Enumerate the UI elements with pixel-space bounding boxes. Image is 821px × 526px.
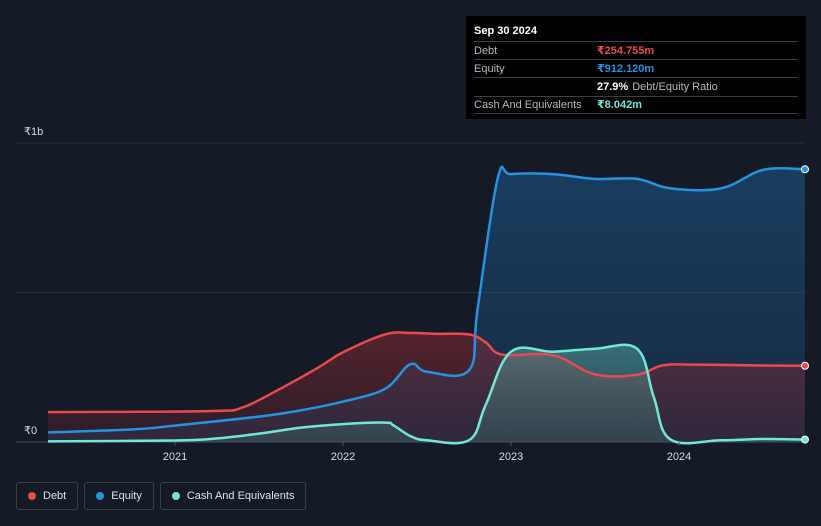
data-tooltip: Sep 30 2024 Debt ₹254.755m Equity ₹912.1… xyxy=(466,16,806,119)
end-marker-cash-and-equivalents xyxy=(801,435,809,444)
legend: Debt Equity Cash And Equivalents xyxy=(16,482,312,510)
y-tick-label: ₹0 xyxy=(24,425,37,437)
legend-item-cash[interactable]: Cash And Equivalents xyxy=(159,482,307,510)
end-markers xyxy=(801,165,809,444)
tooltip-row-debt: Debt ₹254.755m xyxy=(474,43,798,60)
end-marker-debt xyxy=(801,361,809,370)
area-cash-and-equivalents xyxy=(48,344,805,444)
y-tick-label: ₹1b xyxy=(24,126,43,138)
tooltip-row-ratio: 27.9% Debt/Equity Ratio xyxy=(474,79,798,95)
line-cash-and-equivalents xyxy=(47,343,806,445)
line-debt xyxy=(47,331,806,414)
tooltip-value-cash: ₹8.042m xyxy=(597,99,642,111)
legend-item-debt[interactable]: Debt xyxy=(16,482,79,510)
end-marker-equity xyxy=(801,165,809,174)
x-tick-label: 2023 xyxy=(499,451,523,463)
tooltip-value-debt: ₹254.755m xyxy=(597,45,655,57)
legend-label: Equity xyxy=(111,490,142,502)
tooltip-ratio-label: Debt/Equity Ratio xyxy=(632,81,718,93)
tooltip-date: Sep 30 2024 xyxy=(474,24,798,42)
tooltip-row-equity: Equity ₹912.120m xyxy=(474,61,798,78)
tooltip-label: Debt xyxy=(474,45,498,57)
tooltip-value-ratio: 27.9% xyxy=(597,81,629,93)
tooltip-label: Cash And Equivalents xyxy=(474,99,582,111)
tooltip-row-cash: Cash And Equivalents ₹8.042m xyxy=(474,96,798,114)
x-tick-label: 2022 xyxy=(331,451,355,463)
line-equity xyxy=(47,165,806,434)
series-lines xyxy=(47,165,806,445)
debt-dot-icon xyxy=(28,492,36,500)
legend-label: Debt xyxy=(43,490,67,502)
cash-dot-icon xyxy=(171,492,180,500)
legend-item-equity[interactable]: Equity xyxy=(84,482,154,510)
series-areas xyxy=(48,166,805,444)
legend-label: Cash And Equivalents xyxy=(186,490,295,502)
tooltip-label: Equity xyxy=(474,63,505,75)
x-tick-label: 2021 xyxy=(163,451,187,463)
tooltip-label xyxy=(474,79,597,95)
tooltip-value-equity: ₹912.120m xyxy=(597,63,655,75)
axis-labels: ₹1b ₹0 2021 2022 2023 2024 xyxy=(24,126,691,463)
equity-dot-icon xyxy=(96,492,105,500)
x-tick-label: 2024 xyxy=(667,451,691,463)
